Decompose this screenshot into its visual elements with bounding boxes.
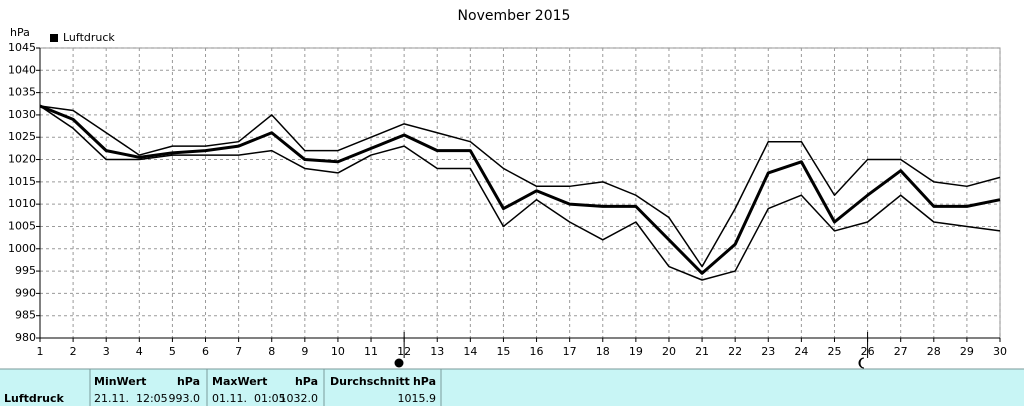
chart-title: November 2015 <box>458 8 571 24</box>
cell-value: 1032.0 <box>280 392 319 405</box>
x-tick-label: 3 <box>103 345 110 358</box>
cell-time: 21.11. 12:05 <box>94 392 168 405</box>
y-tick-label: 1035 <box>8 86 36 99</box>
x-tick-label: 2 <box>70 345 77 358</box>
y-axis-label: hPa <box>10 26 30 39</box>
x-tick-label: 13 <box>430 345 444 358</box>
x-tick-label: 10 <box>331 345 345 358</box>
y-tick-label: 1005 <box>8 219 36 232</box>
legend-label: Luftdruck <box>63 31 115 44</box>
x-tick-label: 5 <box>169 345 176 358</box>
x-tick-label: 30 <box>993 345 1007 358</box>
x-tick-label: 28 <box>927 345 941 358</box>
y-tick-label: 1015 <box>8 175 36 188</box>
stats-table: Luftdruck MinWert hPa 21.11. 12:05 993.0… <box>0 368 1024 406</box>
x-tick-label: 29 <box>960 345 974 358</box>
x-tick-label: 25 <box>827 345 841 358</box>
row-label: Luftdruck <box>4 392 65 405</box>
x-tick-label: 15 <box>496 345 510 358</box>
x-tick-label: 6 <box>202 345 209 358</box>
x-tick-label: 11 <box>364 345 378 358</box>
x-tick-label: 16 <box>530 345 544 358</box>
cell-value: 1015.9 <box>398 392 437 405</box>
x-tick-label: 4 <box>136 345 143 358</box>
y-tick-label: 1040 <box>8 63 36 76</box>
full-moon-icon <box>394 358 404 368</box>
series-line <box>39 105 1001 268</box>
y-tick-label: 1030 <box>8 108 36 121</box>
y-tick-label: 1020 <box>8 153 36 166</box>
x-tick-label: 23 <box>761 345 775 358</box>
x-tick-label: 7 <box>235 345 242 358</box>
plot-frame <box>39 47 1001 339</box>
x-tick-label: 27 <box>894 345 908 358</box>
column-header: Durchschnitt <box>330 375 410 388</box>
legend-swatch <box>50 34 58 42</box>
x-tick-label: 18 <box>596 345 610 358</box>
column-header: MinWert <box>94 375 146 388</box>
x-tick-label: 22 <box>728 345 742 358</box>
y-tick-label: 1045 <box>8 41 36 54</box>
column-unit: hPa <box>295 375 318 388</box>
y-tick-label: 1010 <box>8 197 36 210</box>
y-tick-label: 990 <box>15 286 36 299</box>
table-background <box>0 369 1024 406</box>
new-moon-icon <box>858 357 865 369</box>
y-tick-label: 985 <box>15 309 36 322</box>
x-tick-label: 1 <box>37 345 44 358</box>
cell-value: 993.0 <box>169 392 201 405</box>
cell-time: 01.11. 01:05 <box>212 392 286 405</box>
x-tick-label: 24 <box>794 345 808 358</box>
y-tick-label: 995 <box>15 264 36 277</box>
series-line <box>39 104 1001 275</box>
x-tick-label: 8 <box>268 345 275 358</box>
y-tick-label: 980 <box>15 331 36 344</box>
column-header: MaxWert <box>212 375 267 388</box>
y-tick-label: 1000 <box>8 242 36 255</box>
x-tick-label: 19 <box>629 345 643 358</box>
x-tick-label: 21 <box>695 345 709 358</box>
x-tick-label: 9 <box>301 345 308 358</box>
x-tick-label: 14 <box>463 345 477 358</box>
y-tick-label: 1025 <box>8 130 36 143</box>
column-unit: hPa <box>177 375 200 388</box>
series-line <box>39 105 1001 281</box>
plot-area: 9809859909951000100510101015102010251030… <box>8 41 1007 358</box>
x-tick-label: 20 <box>662 345 676 358</box>
x-tick-label: 17 <box>563 345 577 358</box>
column-unit: hPa <box>413 375 436 388</box>
